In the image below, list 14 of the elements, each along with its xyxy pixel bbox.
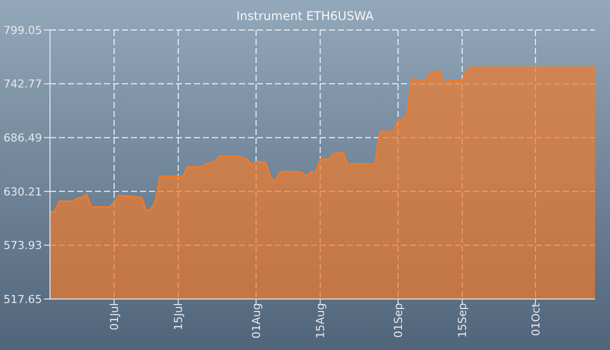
- y-tick-label: 573.93: [4, 239, 42, 252]
- x-tick-label: 15Jul: [172, 303, 186, 330]
- y-tick-label: 630.21: [4, 185, 42, 198]
- x-tick-label: 15Aug: [314, 303, 328, 338]
- x-tick-label: 01Aug: [250, 303, 263, 338]
- y-tick-label: 742.77: [4, 78, 42, 91]
- x-tick-label: 15Sep: [456, 302, 469, 338]
- chart-title: Instrument ETH6USWA: [235, 9, 375, 23]
- y-tick-label: 686.49: [4, 132, 42, 145]
- y-tick-label: 517.65: [4, 292, 42, 306]
- x-tick-label: 01Jul: [108, 303, 121, 330]
- x-tick-label: 01Oct: [529, 302, 542, 336]
- x-tick-label: 01Sep: [392, 302, 405, 338]
- y-tick-label: 799.05: [4, 24, 42, 37]
